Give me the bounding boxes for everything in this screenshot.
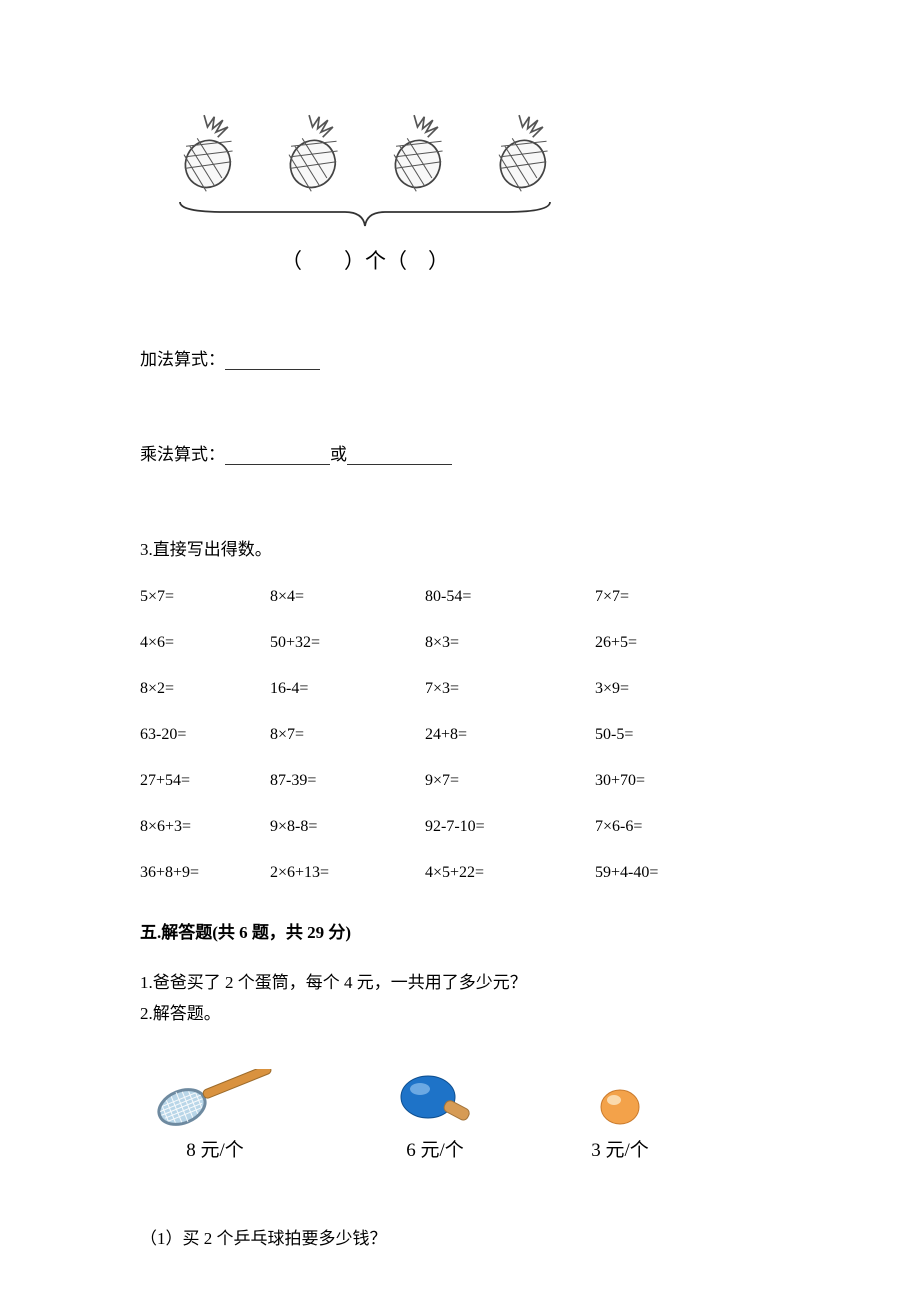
ball-icon [590, 1079, 650, 1129]
arith-cell: 87-39= [270, 772, 425, 790]
addition-label: 加法算式： [140, 350, 225, 369]
paddle-price-label: 6 元/个 [390, 1135, 480, 1162]
arith-cell: 50-5= [595, 726, 780, 744]
arith-cell: 8×7= [270, 726, 425, 744]
question-5-2: 2.解答题。 [140, 1000, 780, 1029]
q3-title: 3.直接写出得数。 [140, 535, 780, 560]
blank [225, 464, 330, 465]
shop-items-row: 8 元/个 6 元/个 3 元/个 [140, 1069, 780, 1162]
arith-cell: 9×7= [425, 772, 595, 790]
multiplication-equation-line: 乘法算式： 或 [140, 440, 780, 465]
arith-cell: 92-7-10= [425, 818, 595, 836]
ball-price-label: 3 元/个 [590, 1135, 650, 1162]
arith-cell: 24+8= [425, 726, 595, 744]
badminton-racket-icon [150, 1069, 280, 1129]
arith-cell: 50+32= [270, 634, 425, 652]
arith-cell: 8×4= [270, 588, 425, 606]
arith-cell: 2×6+13= [270, 864, 425, 882]
arith-cell: 59+4-40= [595, 864, 780, 882]
arith-cell: 30+70= [595, 772, 780, 790]
pineapple-row [150, 110, 580, 195]
item-pingpong-ball: 3 元/个 [590, 1079, 650, 1162]
arith-cell: 4×5+22= [425, 864, 595, 882]
arith-cell: 5×7= [140, 588, 270, 606]
arith-cell: 80-54= [425, 588, 595, 606]
arith-cell: 4×6= [140, 634, 270, 652]
pineapple-icon [165, 110, 250, 195]
arith-cell: 7×3= [425, 680, 595, 698]
arith-cell: 7×7= [595, 588, 780, 606]
arithmetic-grid: 5×7= 8×4= 80-54= 7×7= 4×6= 50+32= 8×3= 2… [140, 588, 780, 882]
or-text: 或 [330, 445, 347, 464]
arith-cell: 16-4= [270, 680, 425, 698]
pingpong-paddle-icon [390, 1069, 480, 1129]
pineapple-figure: （ ）个（ ） [150, 110, 580, 275]
pineapple-icon [480, 110, 565, 195]
arith-cell: 26+5= [595, 634, 780, 652]
arith-cell: 9×8-8= [270, 818, 425, 836]
blank [347, 464, 452, 465]
brace-caption: （ ）个（ ） [150, 245, 580, 275]
blank [225, 369, 320, 370]
section-5-heading: 五.解答题(共 6 题，共 29 分) [140, 918, 780, 943]
arith-cell: 8×3= [425, 634, 595, 652]
arith-cell: 36+8+9= [140, 864, 270, 882]
arith-cell: 3×9= [595, 680, 780, 698]
sub-question-1: （1）买 2 个乒乓球拍要多少钱？ [140, 1224, 780, 1249]
pineapple-icon [375, 110, 460, 195]
racket-price-label: 8 元/个 [150, 1135, 280, 1162]
item-badminton-racket: 8 元/个 [150, 1069, 280, 1162]
curly-brace-icon [175, 200, 555, 230]
addition-equation-line: 加法算式： [140, 345, 780, 370]
multiplication-label: 乘法算式： [140, 445, 225, 464]
item-pingpong-paddle: 6 元/个 [390, 1069, 480, 1162]
arith-cell: 8×2= [140, 680, 270, 698]
arith-cell: 63-20= [140, 726, 270, 744]
pineapple-icon [270, 110, 355, 195]
arith-cell: 27+54= [140, 772, 270, 790]
question-5-1: 1.爸爸买了 2 个蛋筒，每个 4 元，一共用了多少元？ [140, 969, 780, 998]
arith-cell: 7×6-6= [595, 818, 780, 836]
arith-cell: 8×6+3= [140, 818, 270, 836]
